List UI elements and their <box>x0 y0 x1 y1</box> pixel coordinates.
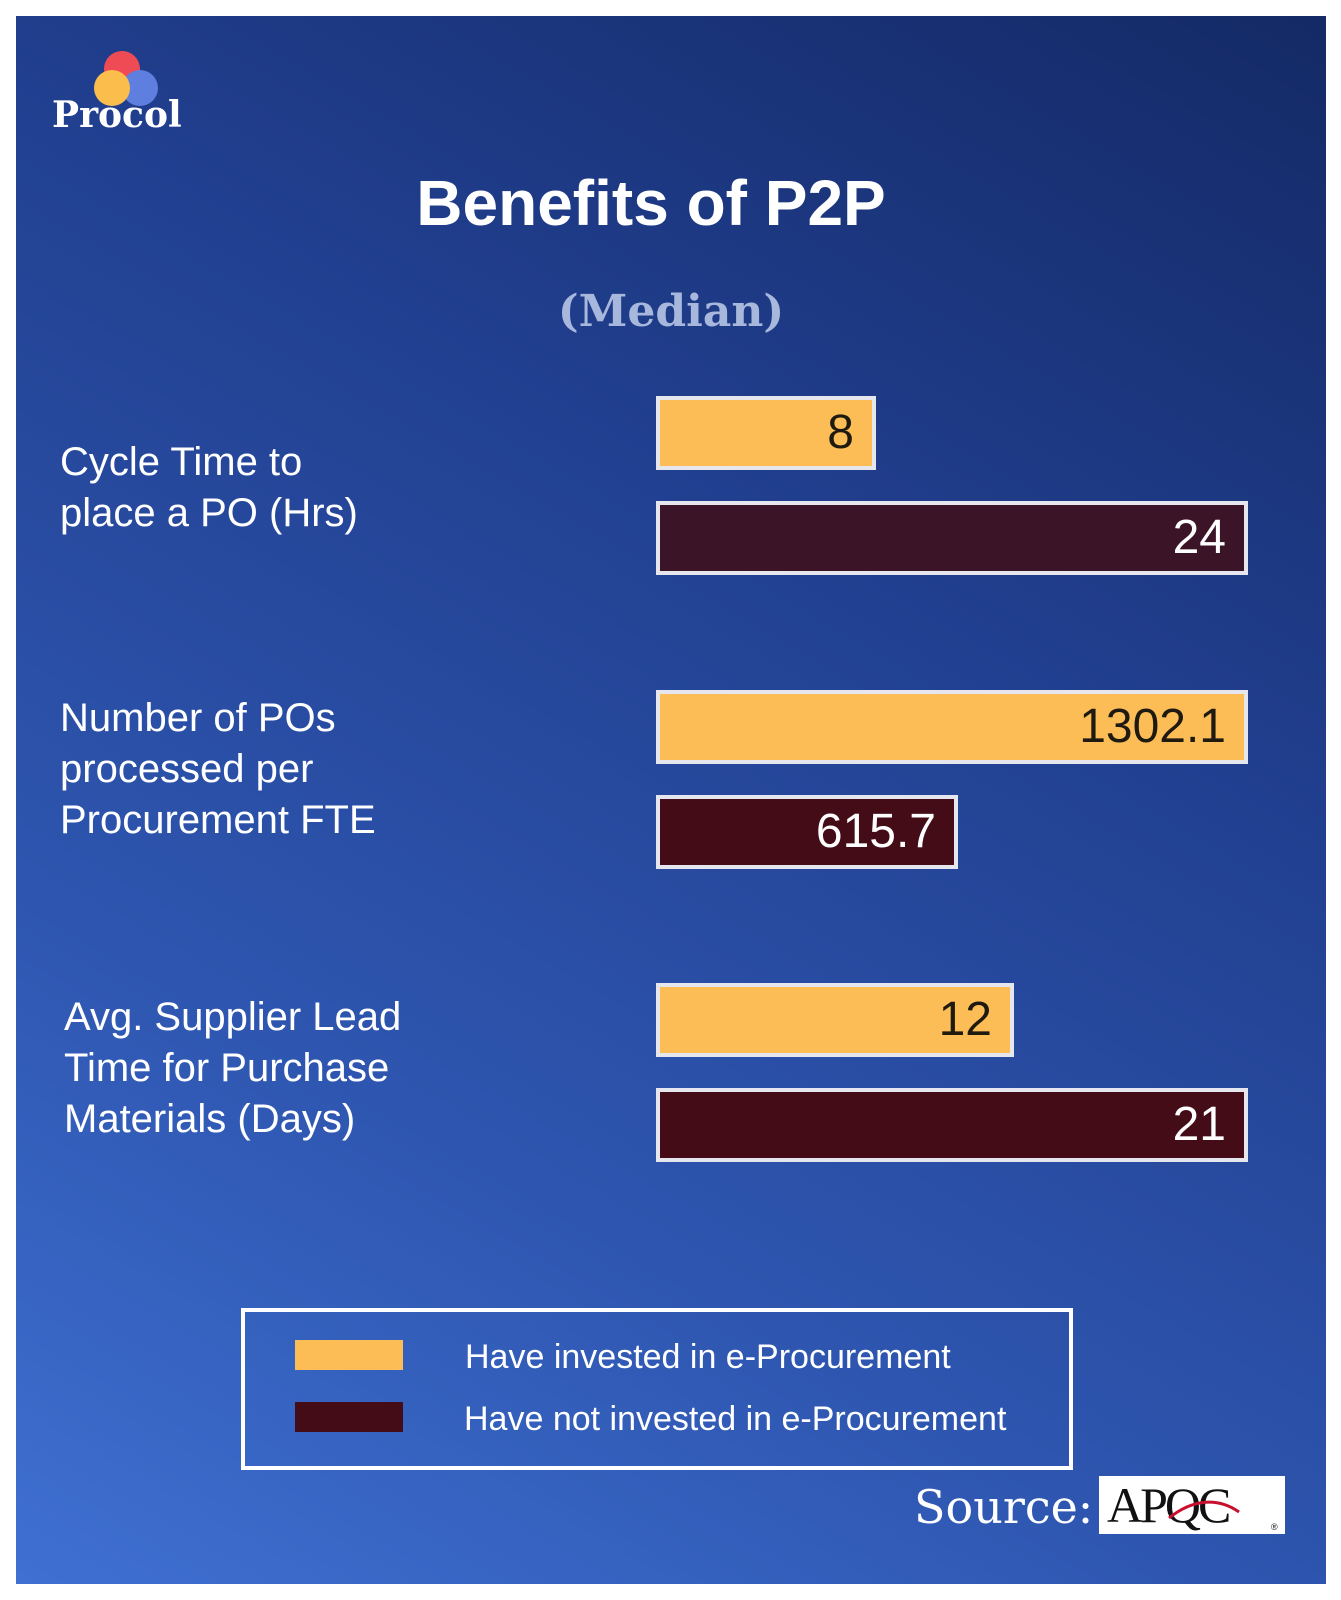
category-label-pos-per-fte: Number of POs processed per Procurement FT… <box>60 696 376 842</box>
apqc-swoosh-icon: ® <box>1168 1500 1278 1532</box>
bar-not-invested-pos-per-fte: 615.7 <box>656 795 958 869</box>
procol-logo-icon <box>94 51 158 106</box>
category-label-supplier-lead-time: Avg. Supplier Lead Time for Purchase Mater… <box>64 995 402 1141</box>
chart-title: Benefits of P2P <box>416 167 886 239</box>
legend-swatch-invested <box>295 1340 403 1370</box>
source-label: Source: <box>914 1480 1094 1534</box>
logo-yellow-circle <box>94 70 130 106</box>
legend-label-invested: Have invested in e-Procurement <box>465 1338 951 1376</box>
brand-name: Procol <box>52 94 182 136</box>
bar-invested-cycle-time: 8 <box>656 396 876 470</box>
bar-invested-pos-per-fte: 1302.1 <box>656 690 1248 764</box>
infographic-card: Procol Benefits of P2P (Median) Cycle Ti… <box>16 16 1326 1584</box>
legend-label-not-invested: Have not invested in e-Procurement <box>464 1400 1007 1438</box>
bar-value-label: 8 <box>827 406 854 459</box>
chart-legend: Have invested in e-Procurement Have not … <box>241 1308 1073 1470</box>
bar-value-label: 24 <box>1172 511 1226 564</box>
logo-blue-circle <box>122 70 158 106</box>
bar-value-label: 1302.1 <box>1079 700 1226 753</box>
legend-swatch-not-invested <box>295 1402 403 1432</box>
bar-not-invested-supplier-lead-time: 21 <box>656 1088 1248 1162</box>
bar-value-label: 615.7 <box>815 805 936 858</box>
svg-text:®: ® <box>1271 1522 1278 1532</box>
apqc-logo-text: APQC <box>1107 1477 1231 1533</box>
chart-subtitle: (Median) <box>557 286 785 337</box>
bar-not-invested-cycle-time: 24 <box>656 501 1248 575</box>
bar-value-label: 21 <box>1172 1098 1226 1151</box>
apqc-logo: APQC ® <box>1099 1476 1285 1534</box>
category-label-cycle-time: Cycle Time to place a PO (Hrs) <box>60 440 358 535</box>
bar-value-label: 12 <box>938 993 992 1046</box>
bar-invested-supplier-lead-time: 12 <box>656 983 1014 1057</box>
